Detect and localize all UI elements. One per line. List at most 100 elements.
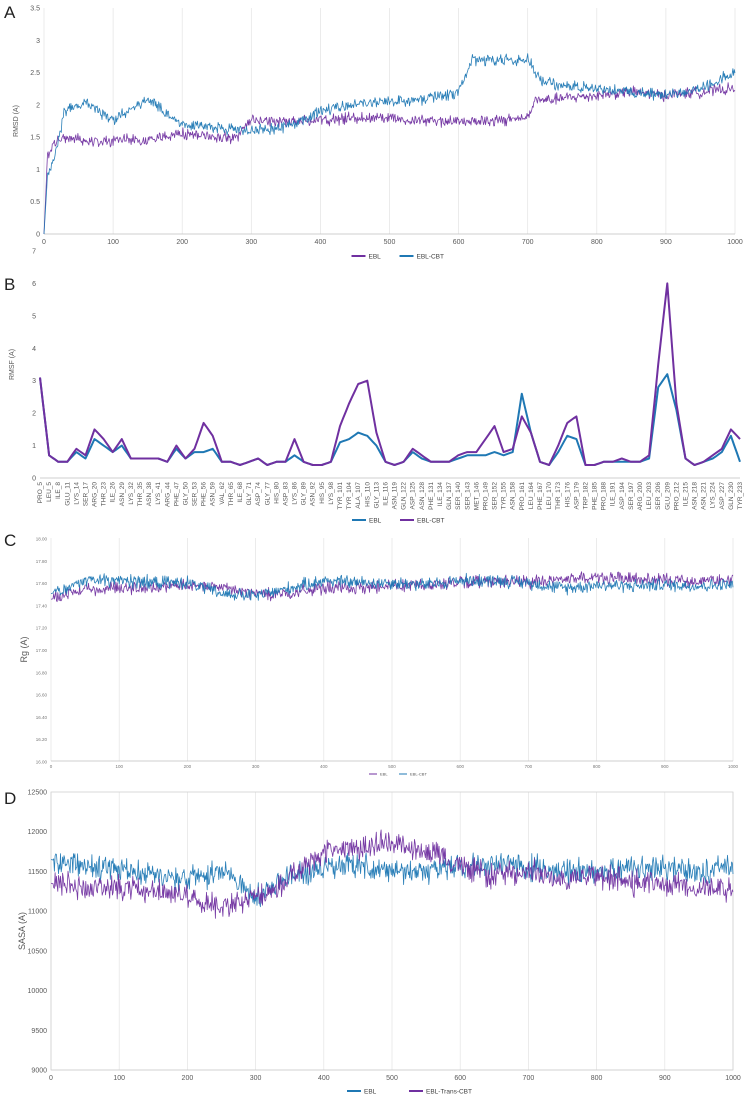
x-tick-label: GLY_71	[246, 482, 253, 506]
x-tick-label: 700	[522, 239, 534, 246]
x-tick-label: PRO_149	[482, 482, 489, 511]
x-tick-label: ILE_68	[237, 482, 244, 503]
x-tick-label: ILE_8	[55, 482, 62, 499]
x-tick-label: TYR_101	[337, 482, 344, 510]
x-tick-label: PRO_161	[519, 482, 526, 511]
x-tick-label: VAL_62	[219, 482, 226, 505]
x-tick-label: ASP_179	[573, 482, 580, 510]
x-tick-label: ILE_116	[382, 482, 389, 506]
x-tick-label: ASN_158	[510, 482, 517, 510]
x-tick-label: ARG_44	[164, 482, 171, 507]
y-tick-label: 5	[32, 313, 36, 320]
y-tick-label: 0.5	[30, 199, 40, 206]
y-tick-label: 1.5	[30, 135, 40, 142]
x-tick-label: HIS_176	[564, 482, 571, 508]
x-tick-label: PHE_167	[537, 482, 544, 510]
series-line-ebl	[39, 373, 741, 466]
legend: EBL EBL-CBT	[351, 254, 444, 261]
x-tick-label: SER_17	[82, 482, 89, 507]
y-tick-label: 17.40	[36, 603, 48, 608]
x-tick-label: 1000	[728, 764, 739, 769]
x-tick-label: ASP_194	[619, 482, 626, 510]
y-tick-label: 16.40	[36, 715, 48, 720]
y-axis-title: Rg (A)	[19, 636, 29, 662]
legend: EBL EBL-CBT	[369, 772, 427, 777]
x-tick-label: TYR_233	[737, 482, 744, 510]
x-tick-label: 0	[50, 764, 53, 769]
x-tick-label: 300	[252, 764, 260, 769]
x-tick-label: 700	[523, 1075, 535, 1082]
x-tick-label: ASP_125	[410, 482, 417, 510]
legend-label: EBL-CBT	[410, 772, 427, 777]
x-tick-label: 400	[318, 1075, 330, 1082]
x-tick-label: 500	[384, 239, 396, 246]
x-tick-label: GLY_77	[264, 482, 271, 506]
x-tick-label: ASN_128	[419, 482, 426, 510]
y-tick-label: 16.60	[36, 693, 48, 698]
x-tick-label: THR_35	[137, 482, 144, 507]
series-line-ebl-trans-cbt	[50, 829, 734, 919]
x-tick-label: SER_53	[192, 482, 199, 507]
x-tick-label: LEU_164	[528, 482, 535, 509]
x-tick-label: THR_23	[101, 482, 108, 507]
x-tick-label: ASN_218	[692, 482, 699, 510]
x-tick-label: SER_197	[628, 482, 635, 510]
x-tick-label: ILE_191	[610, 482, 617, 507]
y-tick-label: 11500	[28, 869, 47, 876]
y-tick-label: 6	[32, 281, 36, 288]
series-line-ebl-cbt	[43, 53, 736, 235]
x-tick-label: TYR_104	[346, 482, 353, 510]
x-tick-label: 200	[184, 764, 192, 769]
x-tick-label: ASN_59	[210, 482, 217, 507]
x-tick-label: ASN_92	[310, 482, 317, 507]
y-tick-label: 16.80	[36, 670, 48, 675]
x-tick-label: PHE_131	[428, 482, 435, 510]
x-tick-label: 400	[315, 239, 327, 246]
legend-label: EBL-CBT	[417, 254, 444, 261]
panel-label-d: D	[4, 789, 16, 808]
chart-panel-c: C 16.00 16.20 16.40 16.60 16.80 17.00 17.20 17.4…	[4, 531, 739, 777]
legend: EBL EBL-Trans-CBT	[347, 1089, 472, 1096]
plot-frame	[50, 791, 734, 1071]
y-tick-label: 10000	[28, 988, 48, 995]
x-tick-label: SER_140	[455, 482, 462, 510]
chart-panel-d: D90009500100001050011000115001200012500S…	[4, 789, 741, 1096]
y-tick-label: 1	[36, 167, 40, 174]
y-axis-title: RMSF (A)	[9, 349, 16, 380]
x-tick-label: LYS_224	[710, 482, 717, 509]
x-tick-label: LEU_5	[46, 482, 53, 502]
y-tick-label: 10500	[28, 948, 48, 955]
x-tick-label: 0	[42, 239, 46, 246]
x-tick-label: ASP_83	[282, 482, 289, 506]
x-tick-label: ILE_134	[437, 482, 444, 507]
x-tick-label: HIS_110	[364, 482, 371, 507]
legend-label: EBL	[364, 1089, 377, 1096]
x-tick-label: GLY_50	[182, 482, 189, 506]
panel-label-b: B	[4, 275, 15, 294]
y-axis-title: RMSD (A)	[13, 105, 20, 137]
legend-label: EBL	[380, 772, 388, 777]
y-tick-label: 18.00	[36, 537, 48, 542]
y-tick-label: 2.5	[30, 70, 40, 77]
x-tick-label: 1000	[727, 239, 743, 246]
x-tick-label: LEU_203	[646, 482, 653, 509]
x-tick-label: PHE_56	[201, 482, 208, 507]
x-tick-label: PRO_212	[673, 482, 680, 511]
y-tick-label: 7	[32, 249, 36, 256]
panel-label-a: A	[4, 3, 16, 22]
x-tick-label: 200	[182, 1075, 194, 1082]
y-tick-label: 16.20	[36, 737, 48, 742]
x-tick-label: SER_143	[464, 482, 471, 510]
x-tick-label: TRP_182	[582, 482, 589, 510]
y-tick-label: 9500	[31, 1028, 47, 1035]
y-tick-label: 9000	[31, 1068, 47, 1075]
x-tick-label: THR_173	[555, 482, 562, 510]
x-tick-label: 100	[107, 239, 119, 246]
y-axis-title: SASA (A)	[17, 912, 27, 950]
legend-label: EBL	[369, 518, 382, 525]
x-tick-label: 900	[659, 1075, 671, 1082]
x-tick-label: GLN_230	[728, 482, 735, 510]
y-tick-label: 1	[32, 443, 36, 450]
